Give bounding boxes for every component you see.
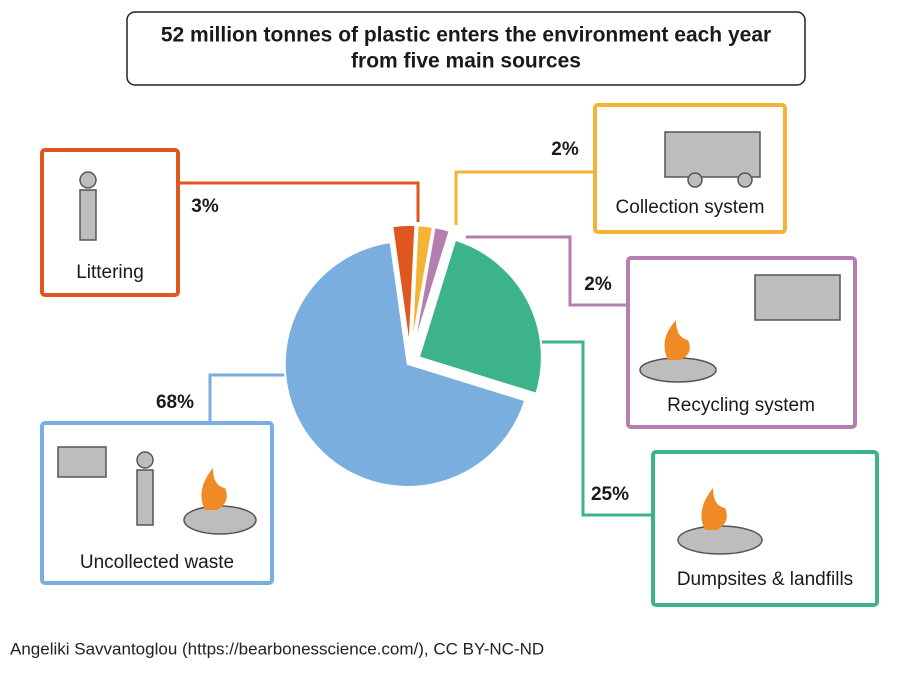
- value-label: 3%: [191, 196, 219, 217]
- category-label: Littering: [76, 262, 144, 283]
- fire-icon: [201, 468, 227, 510]
- house-icon: [57, 446, 107, 478]
- callout-box: [40, 148, 180, 297]
- person-icon: [136, 451, 154, 469]
- icons: [57, 131, 841, 555]
- leader-line: [208, 373, 300, 423]
- value-label: 2%: [584, 274, 612, 295]
- chart-title-line: 52 million tonnes of plastic enters the …: [161, 24, 771, 47]
- pie-slice: [391, 224, 417, 349]
- leader-line: [466, 235, 628, 307]
- person-icon: [79, 171, 97, 189]
- truck-icon: [664, 131, 761, 178]
- category-label: Dumpsites & landfills: [677, 569, 853, 590]
- value-label: 68%: [156, 392, 194, 413]
- fire-icon: [664, 320, 690, 360]
- title-box: [126, 11, 806, 86]
- callout-box: [651, 450, 879, 607]
- waste-pile-icon: [677, 525, 763, 555]
- truck-icon: [737, 172, 753, 188]
- pie-slice: [283, 241, 527, 488]
- leader-line: [178, 181, 420, 222]
- category-label: Collection system: [616, 197, 765, 218]
- person-icon: [136, 469, 154, 526]
- category-label: Recycling system: [667, 395, 815, 416]
- pie-slice: [410, 224, 435, 349]
- waste-pile-icon: [183, 505, 257, 535]
- credit: Angeliki Savvantoglou (https://bearbones…: [10, 639, 544, 658]
- pie-slice: [417, 238, 543, 395]
- factory-icon: [754, 274, 841, 321]
- fire-icon: [701, 488, 727, 530]
- leader-line: [454, 170, 595, 225]
- category-label: Uncollected waste: [80, 552, 234, 573]
- truck-icon: [687, 172, 703, 188]
- leader-line: [540, 340, 653, 517]
- chart-title-line: from five main sources: [351, 50, 581, 73]
- value-label: 25%: [591, 484, 629, 505]
- value-label: 2%: [551, 139, 579, 160]
- person-icon: [79, 189, 97, 241]
- pie-slice: [412, 226, 451, 349]
- waste-pile-icon: [639, 357, 717, 383]
